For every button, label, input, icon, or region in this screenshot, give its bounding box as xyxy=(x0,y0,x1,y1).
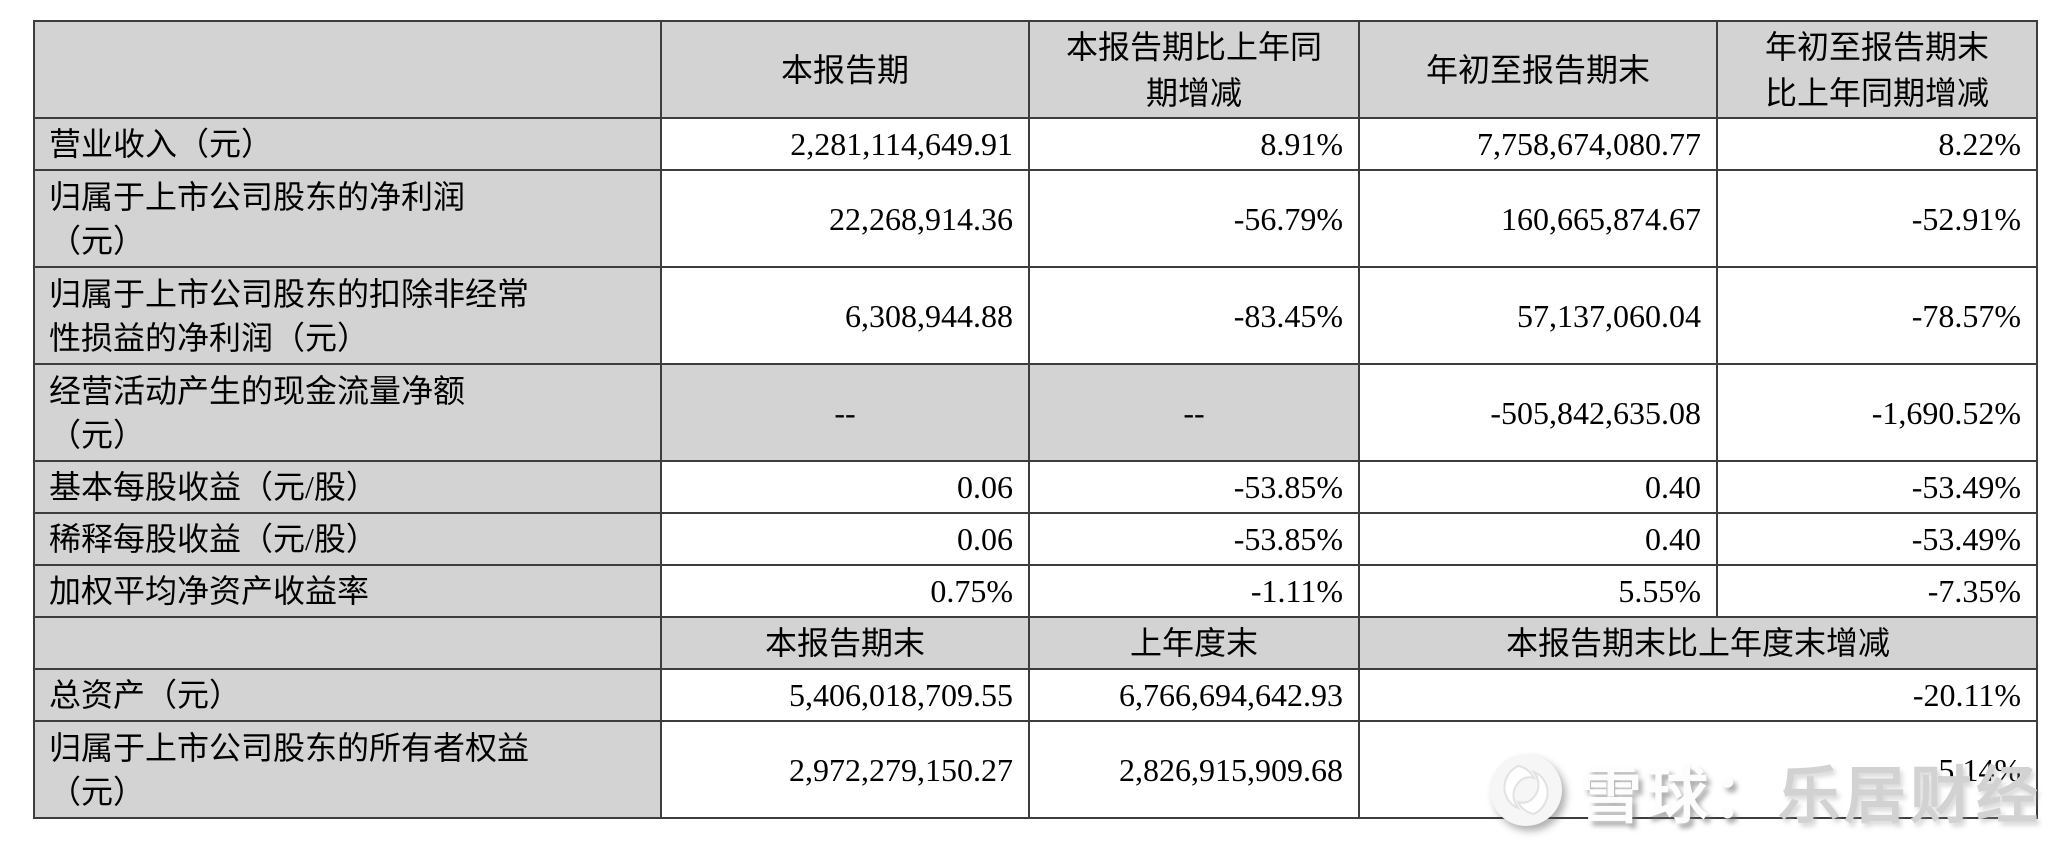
header-line: 本报告期比上年同 xyxy=(1065,28,1322,65)
value-cell: 57,137,060.04 xyxy=(1358,266,1718,365)
row-label: 归属于上市公司股东的扣除非经常 性损益的净利润（元） xyxy=(33,266,662,365)
row-label: 基本每股收益（元/股） xyxy=(33,460,662,514)
value-cell-dash: -- xyxy=(1028,363,1360,462)
row-label: 经营活动产生的现金流量净额 （元） xyxy=(33,363,662,462)
header-line: 年初至报告期末 xyxy=(1764,28,1989,65)
table-row-net-profit: 归属于上市公司股东的净利润 （元） 22,268,914.36 -56.79% … xyxy=(33,169,2038,268)
value-cell: -7.35% xyxy=(1716,564,2038,618)
row-label: 稀释每股收益（元/股） xyxy=(33,512,662,566)
value-cell: 2,281,114,649.91 xyxy=(660,117,1030,171)
table-row-weighted-avg-roe: 加权平均净资产收益率 0.75% -1.11% 5.55% -7.35% xyxy=(33,564,2038,618)
value-cell: -56.79% xyxy=(1028,169,1360,268)
value-cell: 6,308,944.88 xyxy=(660,266,1030,365)
value-cell: 0.40 xyxy=(1358,512,1718,566)
row-label: 总资产（元） xyxy=(33,668,662,722)
table-row-equity: 归属于上市公司股东的所有者权益 （元） 2,972,279,150.27 2,8… xyxy=(33,720,2038,819)
value-cell: 6,766,694,642.93 xyxy=(1028,668,1360,722)
value-cell: 2,826,915,909.68 xyxy=(1028,720,1360,819)
value-cell: -505,842,635.08 xyxy=(1358,363,1718,462)
header-ytd: 年初至报告期末 xyxy=(1358,20,1718,119)
value-cell: -53.49% xyxy=(1716,460,2038,514)
header-line: 期增减 xyxy=(1145,74,1242,111)
value-cell: 8.91% xyxy=(1028,117,1360,171)
financial-summary-table: 本报告期 本报告期比上年同 期增减 年初至报告期末 年初至报告期末 比上年同期增… xyxy=(33,20,2038,819)
subheader-empty-cell xyxy=(33,616,662,670)
table-row-basic-eps: 基本每股收益（元/股） 0.06 -53.85% 0.40 -53.49% xyxy=(33,460,2038,514)
value-cell: 7,758,674,080.77 xyxy=(1358,117,1718,171)
table-row-operating-cash-flow: 经营活动产生的现金流量净额 （元） -- -- -505,842,635.08 … xyxy=(33,363,2038,462)
value-cell: -53.49% xyxy=(1716,512,2038,566)
value-cell: -53.85% xyxy=(1028,460,1360,514)
header-line: 比上年同期增减 xyxy=(1764,74,1989,111)
header-current-period: 本报告期 xyxy=(660,20,1030,119)
value-cell: -1.11% xyxy=(1028,564,1360,618)
table-row-revenue: 营业收入（元） 2,281,114,649.91 8.91% 7,758,674… xyxy=(33,117,2038,171)
row-label: 归属于上市公司股东的净利润 （元） xyxy=(33,169,662,268)
subheader-change-vs-prior-year-end: 本报告期末比上年度末增减 xyxy=(1358,616,2038,670)
row-label: 归属于上市公司股东的所有者权益 （元） xyxy=(33,720,662,819)
value-cell: 0.06 xyxy=(660,460,1030,514)
value-cell: -20.11% xyxy=(1358,668,2038,722)
subheader-current-period-end: 本报告期末 xyxy=(660,616,1030,670)
subheader-prior-year-end: 上年度末 xyxy=(1028,616,1360,670)
value-cell-dash: -- xyxy=(660,363,1030,462)
value-cell: 5,406,018,709.55 xyxy=(660,668,1030,722)
value-cell: 5.55% xyxy=(1358,564,1718,618)
value-cell: -83.45% xyxy=(1028,266,1360,365)
table-row-total-assets: 总资产（元） 5,406,018,709.55 6,766,694,642.93… xyxy=(33,668,2038,722)
value-cell: -52.91% xyxy=(1716,169,2038,268)
value-cell: -1,690.52% xyxy=(1716,363,2038,462)
table-header-row: 本报告期 本报告期比上年同 期增减 年初至报告期末 年初至报告期末 比上年同期增… xyxy=(33,20,2038,119)
value-cell: 22,268,914.36 xyxy=(660,169,1030,268)
value-cell: 5.14% xyxy=(1358,720,2038,819)
table-row-diluted-eps: 稀释每股收益（元/股） 0.06 -53.85% 0.40 -53.49% xyxy=(33,512,2038,566)
row-label: 加权平均净资产收益率 xyxy=(33,564,662,618)
value-cell: 0.40 xyxy=(1358,460,1718,514)
table-subheader-row: 本报告期末 上年度末 本报告期末比上年度末增减 xyxy=(33,616,2038,670)
value-cell: -78.57% xyxy=(1716,266,2038,365)
header-ytd-yoy-change: 年初至报告期末 比上年同期增减 xyxy=(1716,20,2038,119)
value-cell: 2,972,279,150.27 xyxy=(660,720,1030,819)
value-cell: 8.22% xyxy=(1716,117,2038,171)
value-cell: 160,665,874.67 xyxy=(1358,169,1718,268)
value-cell: 0.06 xyxy=(660,512,1030,566)
value-cell: -53.85% xyxy=(1028,512,1360,566)
header-yoy-change: 本报告期比上年同 期增减 xyxy=(1028,20,1360,119)
table-row-net-profit-excl-nonrecurring: 归属于上市公司股东的扣除非经常 性损益的净利润（元） 6,308,944.88 … xyxy=(33,266,2038,365)
header-empty-cell xyxy=(33,20,662,119)
value-cell: 0.75% xyxy=(660,564,1030,618)
row-label: 营业收入（元） xyxy=(33,117,662,171)
